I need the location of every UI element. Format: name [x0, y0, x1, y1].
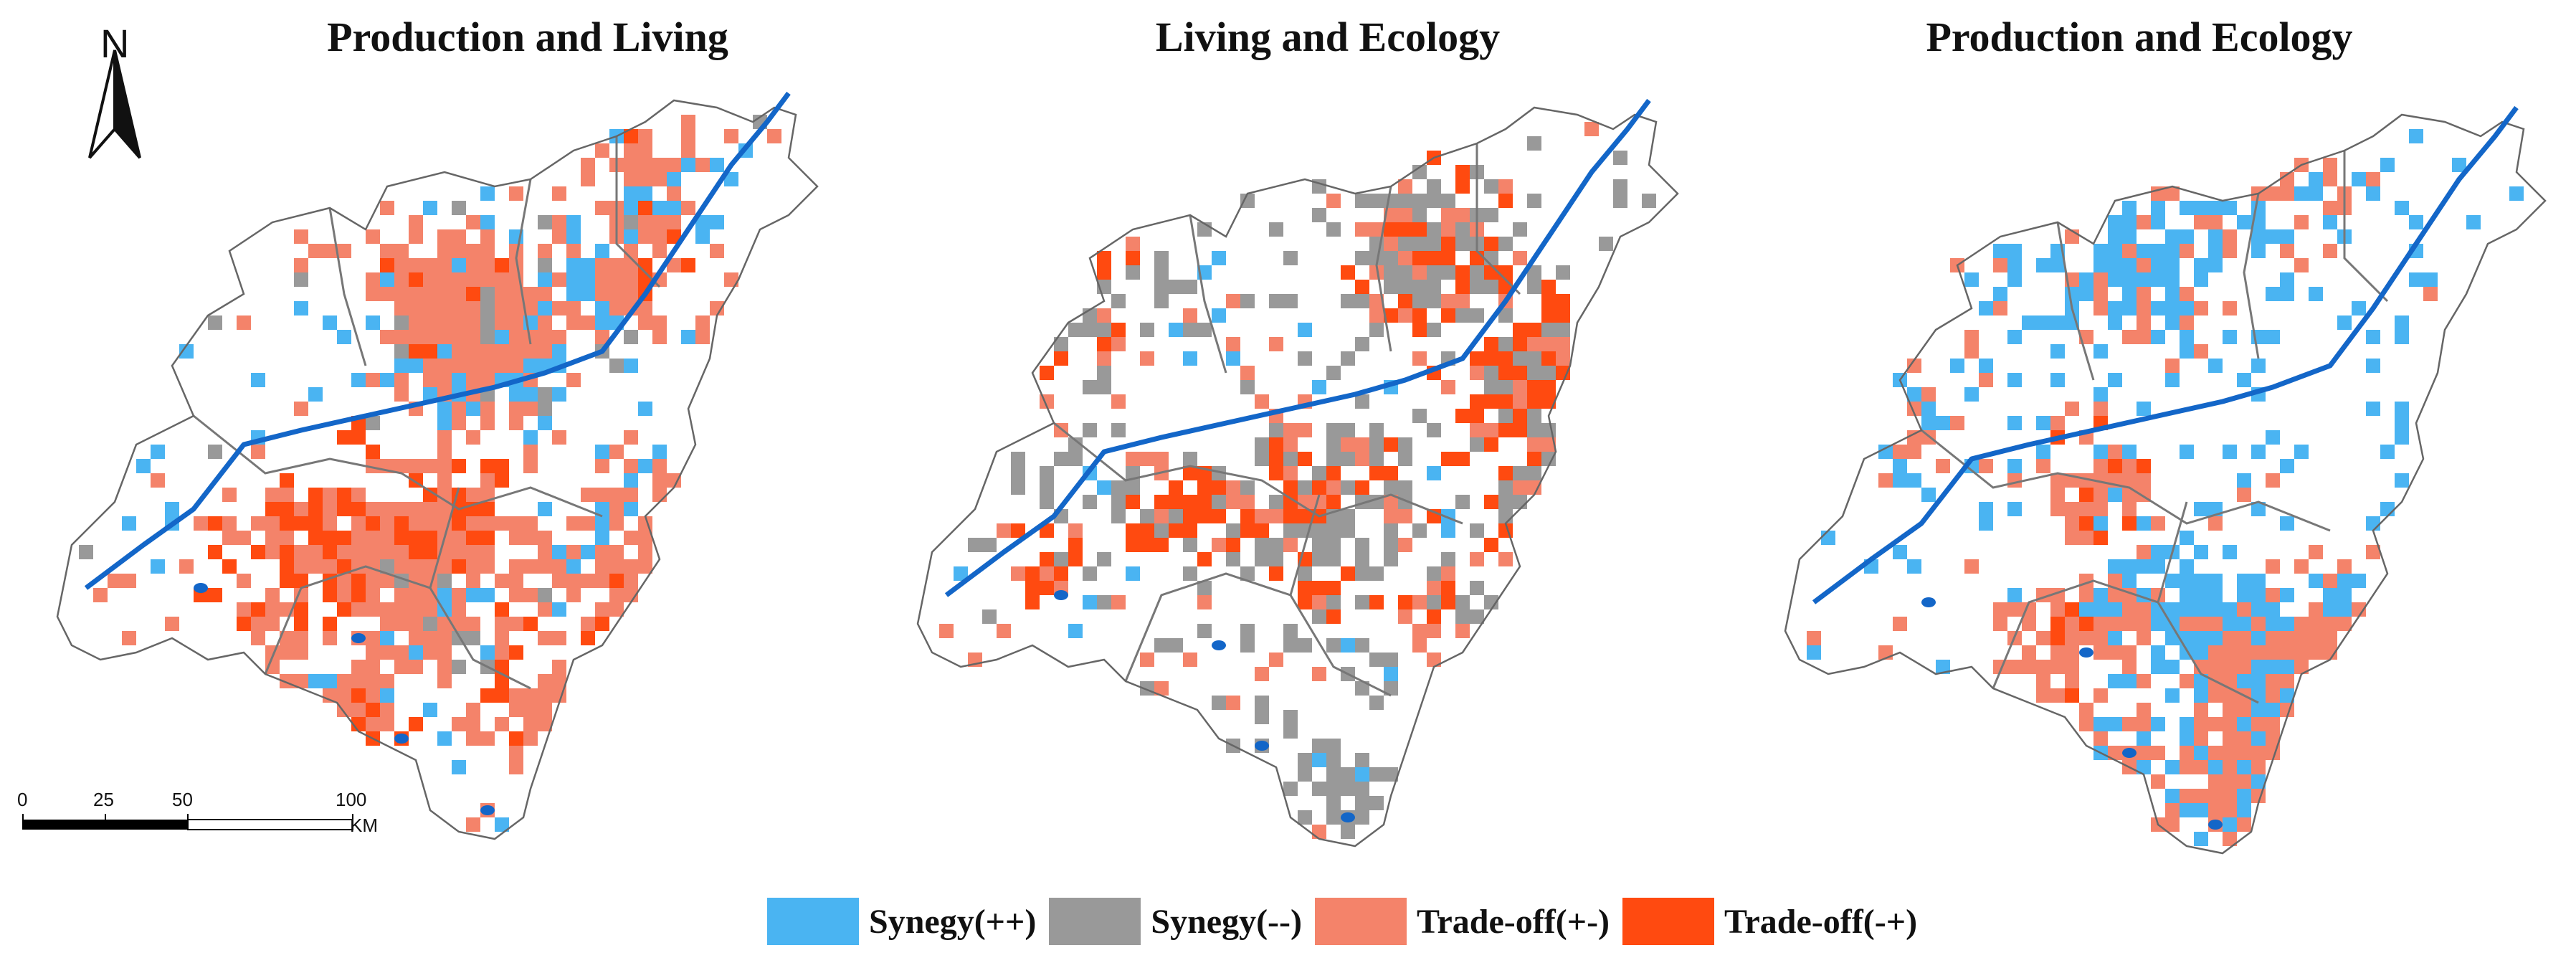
legend-item-tradeoff-plus-minus: Trade-off(+-)	[1315, 898, 1610, 945]
lake	[1054, 590, 1068, 600]
panel-title-production-ecology: Production and Ecology	[1926, 14, 2353, 60]
map-panel-1	[56, 91, 819, 840]
county-boundary	[515, 179, 532, 345]
scale-tick-0: 0	[17, 789, 28, 810]
lake	[1255, 741, 1269, 751]
county-boundary	[1992, 579, 2259, 704]
panel-title-production-living: Production and Living	[327, 14, 728, 60]
region-outline	[1785, 115, 2545, 853]
legend-swatch	[1622, 898, 1715, 945]
lake	[2079, 647, 2093, 658]
legend-swatch	[767, 898, 859, 945]
legend-swatch	[1315, 898, 1407, 945]
county-boundary	[1921, 429, 2331, 532]
region-boundary	[916, 106, 1679, 848]
lake	[351, 633, 366, 643]
lake	[1341, 812, 1355, 822]
county-boundary	[2343, 151, 2389, 303]
county-boundary	[1375, 186, 1392, 352]
north-arrow-icon	[88, 49, 141, 159]
county-boundary	[193, 414, 603, 518]
scale-tick-100: 100	[336, 789, 367, 810]
county-boundary	[2157, 501, 2188, 603]
legend-label: Trade-off(+-)	[1417, 902, 1610, 941]
lake	[480, 805, 495, 815]
region-boundary	[56, 99, 819, 840]
lake	[2208, 820, 2223, 830]
legend-swatch	[1049, 898, 1141, 945]
legend-label: Trade-off(-+)	[1724, 902, 1918, 941]
lake	[1921, 597, 1936, 607]
county-boundary	[615, 136, 661, 288]
scale-bar-graphic	[22, 814, 353, 830]
river	[84, 91, 791, 590]
grid-cells	[1807, 129, 2524, 846]
lake	[2122, 748, 2137, 758]
lake	[1212, 640, 1226, 650]
county-boundary	[2243, 193, 2260, 359]
river	[1812, 105, 2519, 604]
county-boundary	[1189, 214, 1227, 374]
county-boundary	[429, 487, 460, 589]
map-panel-3	[1784, 105, 2547, 855]
legend-item-tradeoff-minus-plus: Trade-off(-+)	[1622, 898, 1917, 945]
panel-title-living-ecology: Living and Ecology	[1155, 14, 1501, 60]
county-boundary	[264, 565, 531, 690]
map-canvas	[56, 91, 2547, 855]
legend-label: Synegy(++)	[869, 902, 1037, 941]
grid-cells	[79, 115, 781, 832]
legend: Synegy(++) Synegy(--) Trade-off(+-) Trad…	[767, 893, 1930, 950]
region-boundary	[1784, 113, 2547, 855]
legend-item-synergy-plus: Synegy(++)	[767, 898, 1036, 945]
scale-tick-50: 50	[172, 789, 193, 810]
county-boundary	[1053, 422, 1463, 525]
scale-unit: KM	[350, 815, 378, 836]
grid-cells	[939, 122, 1656, 839]
lake	[394, 734, 409, 744]
county-boundary	[1124, 572, 1392, 697]
legend-label: Synegy(--)	[1151, 902, 1303, 941]
county-boundary	[2056, 222, 2095, 381]
lake	[194, 583, 208, 593]
legend-item-synergy-minus: Synegy(--)	[1049, 898, 1302, 945]
county-boundary	[328, 207, 367, 366]
county-boundary	[1289, 494, 1321, 596]
map-panel-2	[916, 98, 1679, 848]
scale-tick-25: 25	[93, 789, 114, 810]
river	[944, 98, 1651, 597]
county-boundary	[1475, 143, 1521, 295]
